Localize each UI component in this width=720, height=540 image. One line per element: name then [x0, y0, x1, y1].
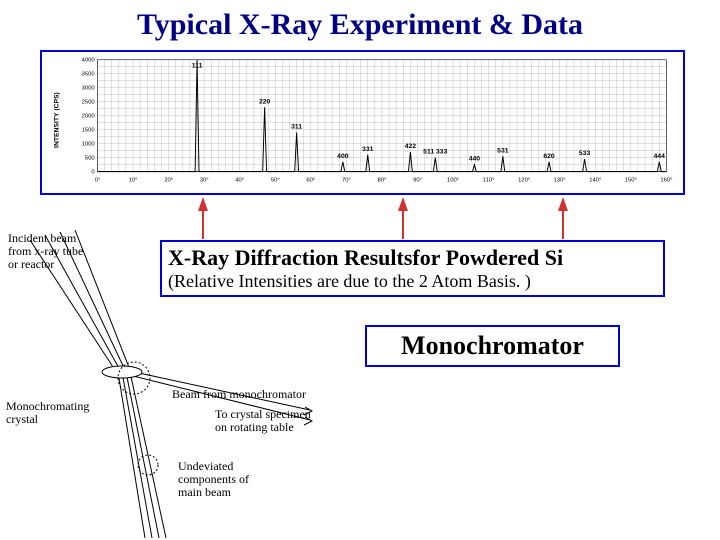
svg-text:80°: 80° — [378, 177, 387, 183]
svg-text:3000: 3000 — [82, 86, 96, 92]
svg-text:140°: 140° — [589, 177, 601, 183]
label-mono-crystal: Monochromatingcrystal — [6, 400, 106, 426]
slide-title: Typical X-Ray Experiment & Data — [0, 0, 720, 46]
svg-text:70°: 70° — [342, 177, 351, 183]
svg-text:0: 0 — [91, 170, 95, 176]
svg-text:1500: 1500 — [82, 128, 96, 134]
svg-text:20°: 20° — [164, 177, 173, 183]
svg-text:130°: 130° — [554, 177, 566, 183]
svg-text:2000: 2000 — [82, 114, 96, 120]
svg-text:111: 111 — [192, 63, 203, 70]
svg-text:160°: 160° — [660, 177, 672, 183]
svg-text:40°: 40° — [235, 177, 244, 183]
svg-text:331: 331 — [362, 146, 374, 153]
svg-text:533: 533 — [579, 150, 591, 157]
svg-text:30°: 30° — [200, 177, 209, 183]
svg-text:10°: 10° — [129, 177, 138, 183]
chart-svg: 0 500 1000 1500 2000 2500 3000 3500 4000 0° 10° 20… — [42, 52, 683, 193]
y-axis-label: INTENSITY (CPS) — [54, 92, 61, 148]
label-incident-beam: Incident beamfrom x-ray tubeor reactor — [8, 232, 103, 272]
svg-text:500: 500 — [85, 156, 95, 162]
arrow-line — [402, 211, 404, 239]
svg-text:1000: 1000 — [82, 142, 96, 148]
svg-text:150°: 150° — [625, 177, 637, 183]
label-specimen: To crystal specimenon rotating table — [215, 408, 345, 434]
svg-text:100°: 100° — [447, 177, 459, 183]
arrow-icon — [398, 197, 408, 211]
svg-text:311: 311 — [291, 124, 302, 131]
svg-text:440: 440 — [469, 156, 481, 163]
svg-text:120°: 120° — [518, 177, 530, 183]
monochromator-label-box: Monochromator — [365, 325, 620, 367]
svg-text:220: 220 — [259, 98, 271, 105]
arrow-icon — [558, 197, 568, 211]
svg-text:2500: 2500 — [82, 100, 96, 106]
svg-text:60°: 60° — [306, 177, 315, 183]
label-undeviated: Undeviatedcomponents ofmain beam — [178, 460, 288, 500]
svg-text:400: 400 — [337, 153, 349, 160]
svg-text:90°: 90° — [413, 177, 422, 183]
svg-text:422: 422 — [405, 143, 417, 150]
svg-text:3500: 3500 — [82, 72, 96, 78]
svg-text:620: 620 — [543, 153, 555, 160]
diffraction-chart: 0 500 1000 1500 2000 2500 3000 3500 4000 0° 10° 20… — [40, 50, 685, 195]
svg-text:444: 444 — [654, 153, 666, 160]
svg-text:4000: 4000 — [82, 58, 96, 64]
svg-text:110°: 110° — [483, 177, 495, 183]
svg-text:0°: 0° — [95, 177, 101, 183]
svg-text:531: 531 — [497, 147, 509, 154]
arrow-line — [562, 211, 564, 239]
svg-text:511 333: 511 333 — [423, 149, 447, 156]
label-beam-mono: Beam from monochromator — [172, 388, 332, 401]
svg-text:50°: 50° — [271, 177, 280, 183]
arrow-icon — [198, 197, 208, 211]
